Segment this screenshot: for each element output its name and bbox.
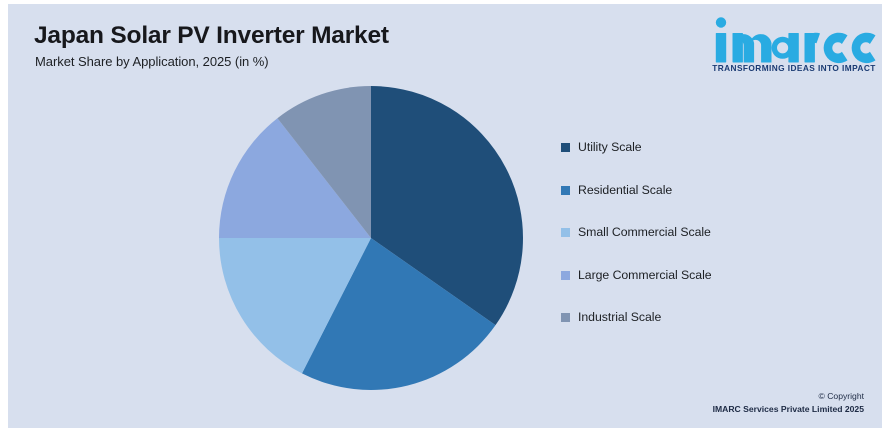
- imarc-wordmark-icon: [715, 17, 876, 64]
- legend-item-label: Residential Scale: [578, 182, 673, 197]
- pie-slice-group: [219, 86, 523, 390]
- logo-tagline: TRANSFORMING IDEAS INTO IMPACT: [712, 63, 876, 73]
- chart-panel: Japan Solar PV Inverter Market Market Sh…: [8, 4, 882, 428]
- legend-item[interactable]: Utility Scale: [561, 140, 861, 183]
- legend-item[interactable]: Residential Scale: [561, 183, 861, 226]
- legend-item[interactable]: Industrial Scale: [561, 310, 861, 353]
- legend-item[interactable]: Small Commercial Scale: [561, 225, 861, 268]
- legend-swatch-icon: [561, 313, 570, 322]
- pie-slice[interactable]: [219, 118, 371, 238]
- pie-slice[interactable]: [219, 238, 371, 374]
- legend-swatch-icon: [561, 228, 570, 237]
- legend-item-label: Utility Scale: [578, 140, 642, 154]
- pie-chart: [213, 80, 529, 396]
- page-title: Japan Solar PV Inverter Market: [34, 22, 389, 49]
- copyright-line-1: © Copyright: [818, 391, 865, 401]
- legend-item-label: Large Commercial Scale: [578, 267, 712, 282]
- pie-slice[interactable]: [301, 238, 496, 390]
- legend-swatch-icon: [561, 185, 570, 195]
- page-subtitle: Market Share by Application, 2025 (in %): [35, 54, 269, 69]
- legend-item-label: Industrial Scale: [578, 310, 662, 324]
- legend-swatch-icon: [561, 143, 570, 152]
- legend-item[interactable]: Large Commercial Scale: [561, 268, 861, 311]
- pie-slice[interactable]: [277, 86, 371, 238]
- copyright-notice: © Copyright IMARC Services Private Limit…: [713, 390, 864, 415]
- legend-item-label: Small Commercial Scale: [578, 225, 711, 239]
- pie-slice[interactable]: [371, 86, 523, 326]
- imarc-logo: TRANSFORMING IDEAS INTO IMPACT: [708, 16, 876, 78]
- chart-legend: Utility Scale Residential Scale Small Comm…: [561, 140, 861, 353]
- pie-chart-svg: [219, 86, 523, 390]
- legend-swatch-icon: [561, 270, 570, 280]
- copyright-line-2: IMARC Services Private Limited 2025: [712, 403, 864, 414]
